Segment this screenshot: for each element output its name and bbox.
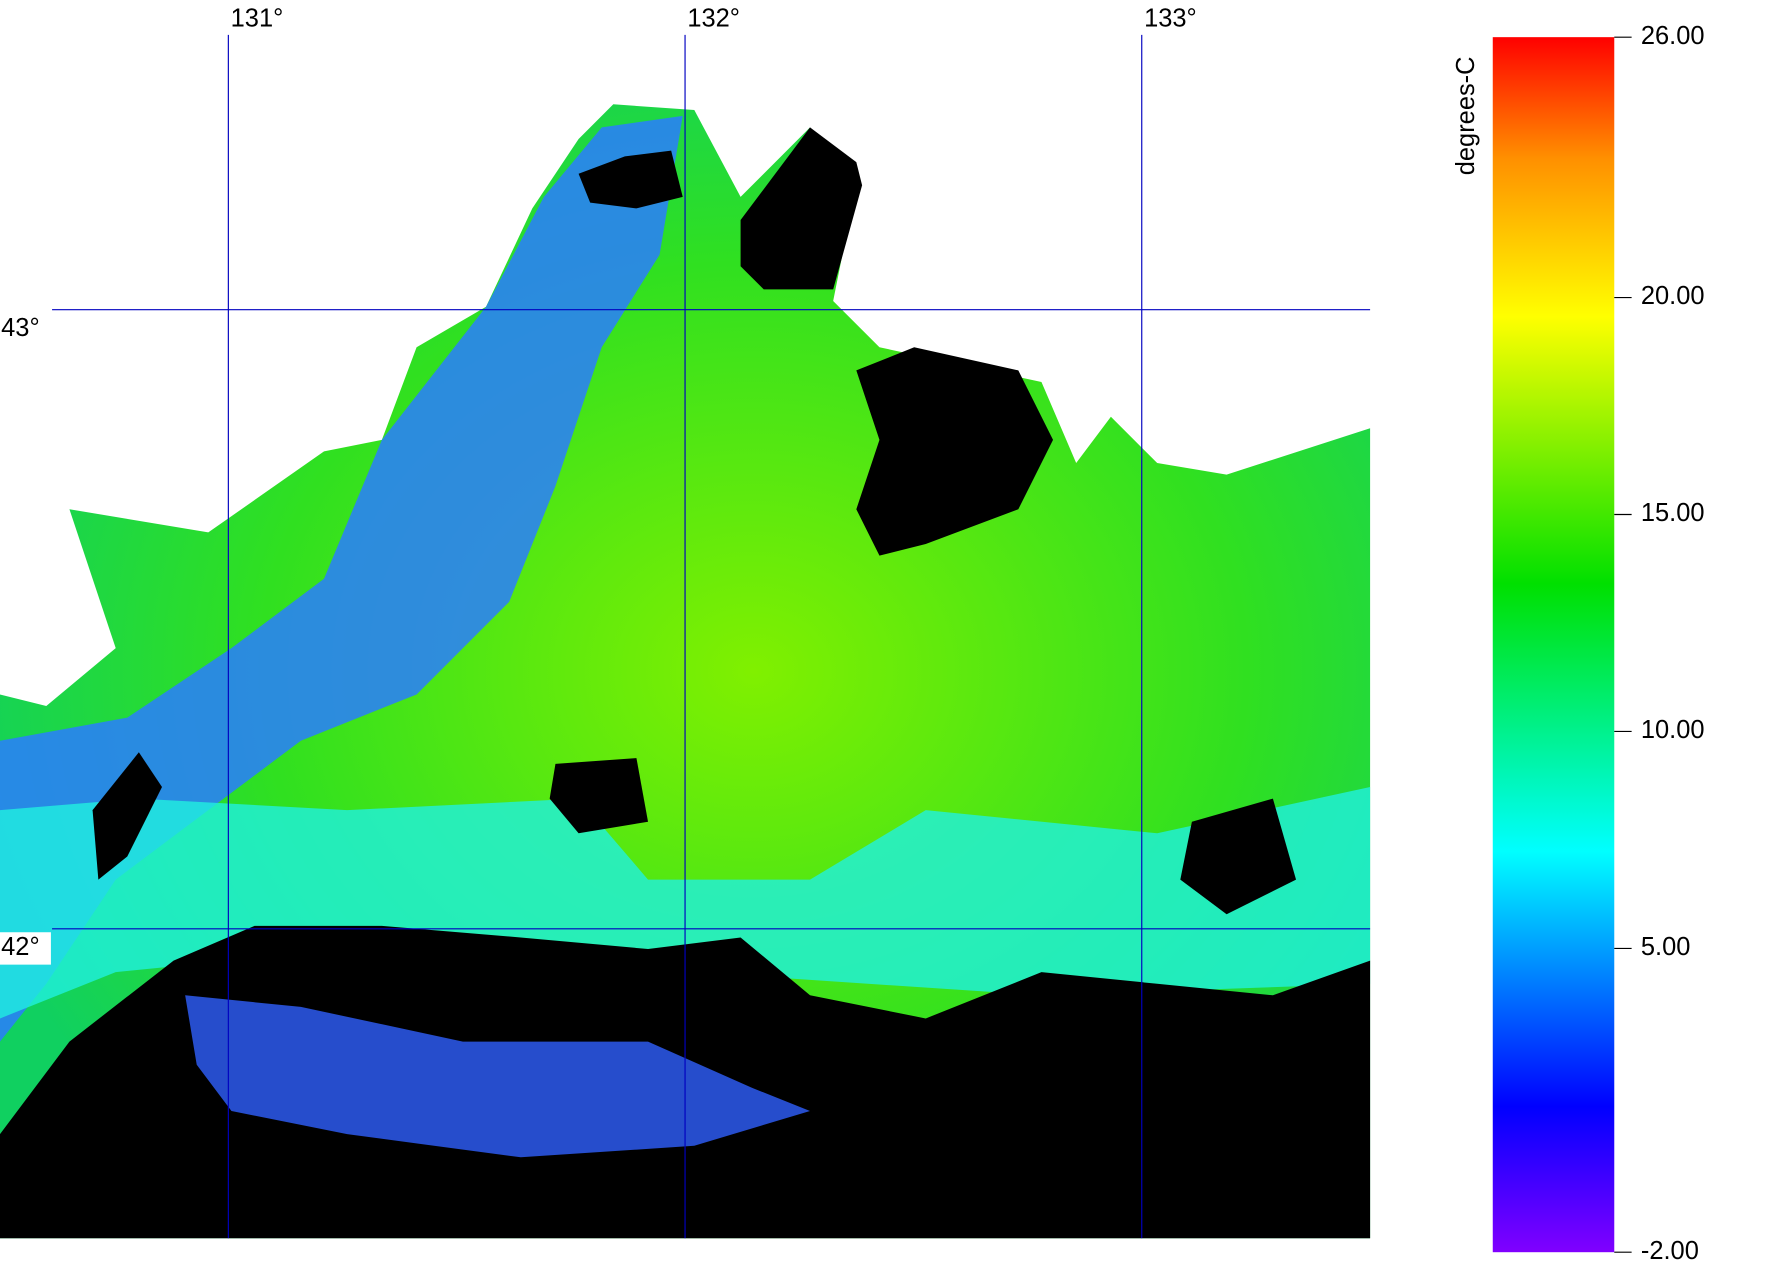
colorbar-tick-label: 26.00 xyxy=(1641,22,1705,50)
colorbar-tick-label: 5.00 xyxy=(1641,933,1691,961)
colorbar-tick-label: 15.00 xyxy=(1641,499,1705,527)
lat-label-bg xyxy=(0,313,51,346)
cloud xyxy=(1180,798,1297,915)
land xyxy=(856,347,1054,556)
colorbar-label: degrees-C xyxy=(1452,56,1480,175)
colorbar-tick-label: 20.00 xyxy=(1641,282,1705,310)
cloud xyxy=(92,752,163,880)
lat-label: 42° xyxy=(1,933,39,961)
lat-label-bg xyxy=(0,932,51,965)
colorbar xyxy=(1492,37,1615,1253)
colorbar-tick-label: 10.00 xyxy=(1641,716,1705,744)
lat-label: 43° xyxy=(1,314,39,342)
land xyxy=(740,127,863,290)
land xyxy=(578,150,683,209)
cloud-edge xyxy=(185,995,811,1158)
colorbar-tick-label: -2.00 xyxy=(1641,1237,1699,1265)
lon-label: 132° xyxy=(687,5,740,33)
sst-image xyxy=(0,104,1371,1239)
lon-label: 133° xyxy=(1144,5,1197,33)
lon-label: 131° xyxy=(231,5,284,33)
cloud xyxy=(549,758,649,834)
